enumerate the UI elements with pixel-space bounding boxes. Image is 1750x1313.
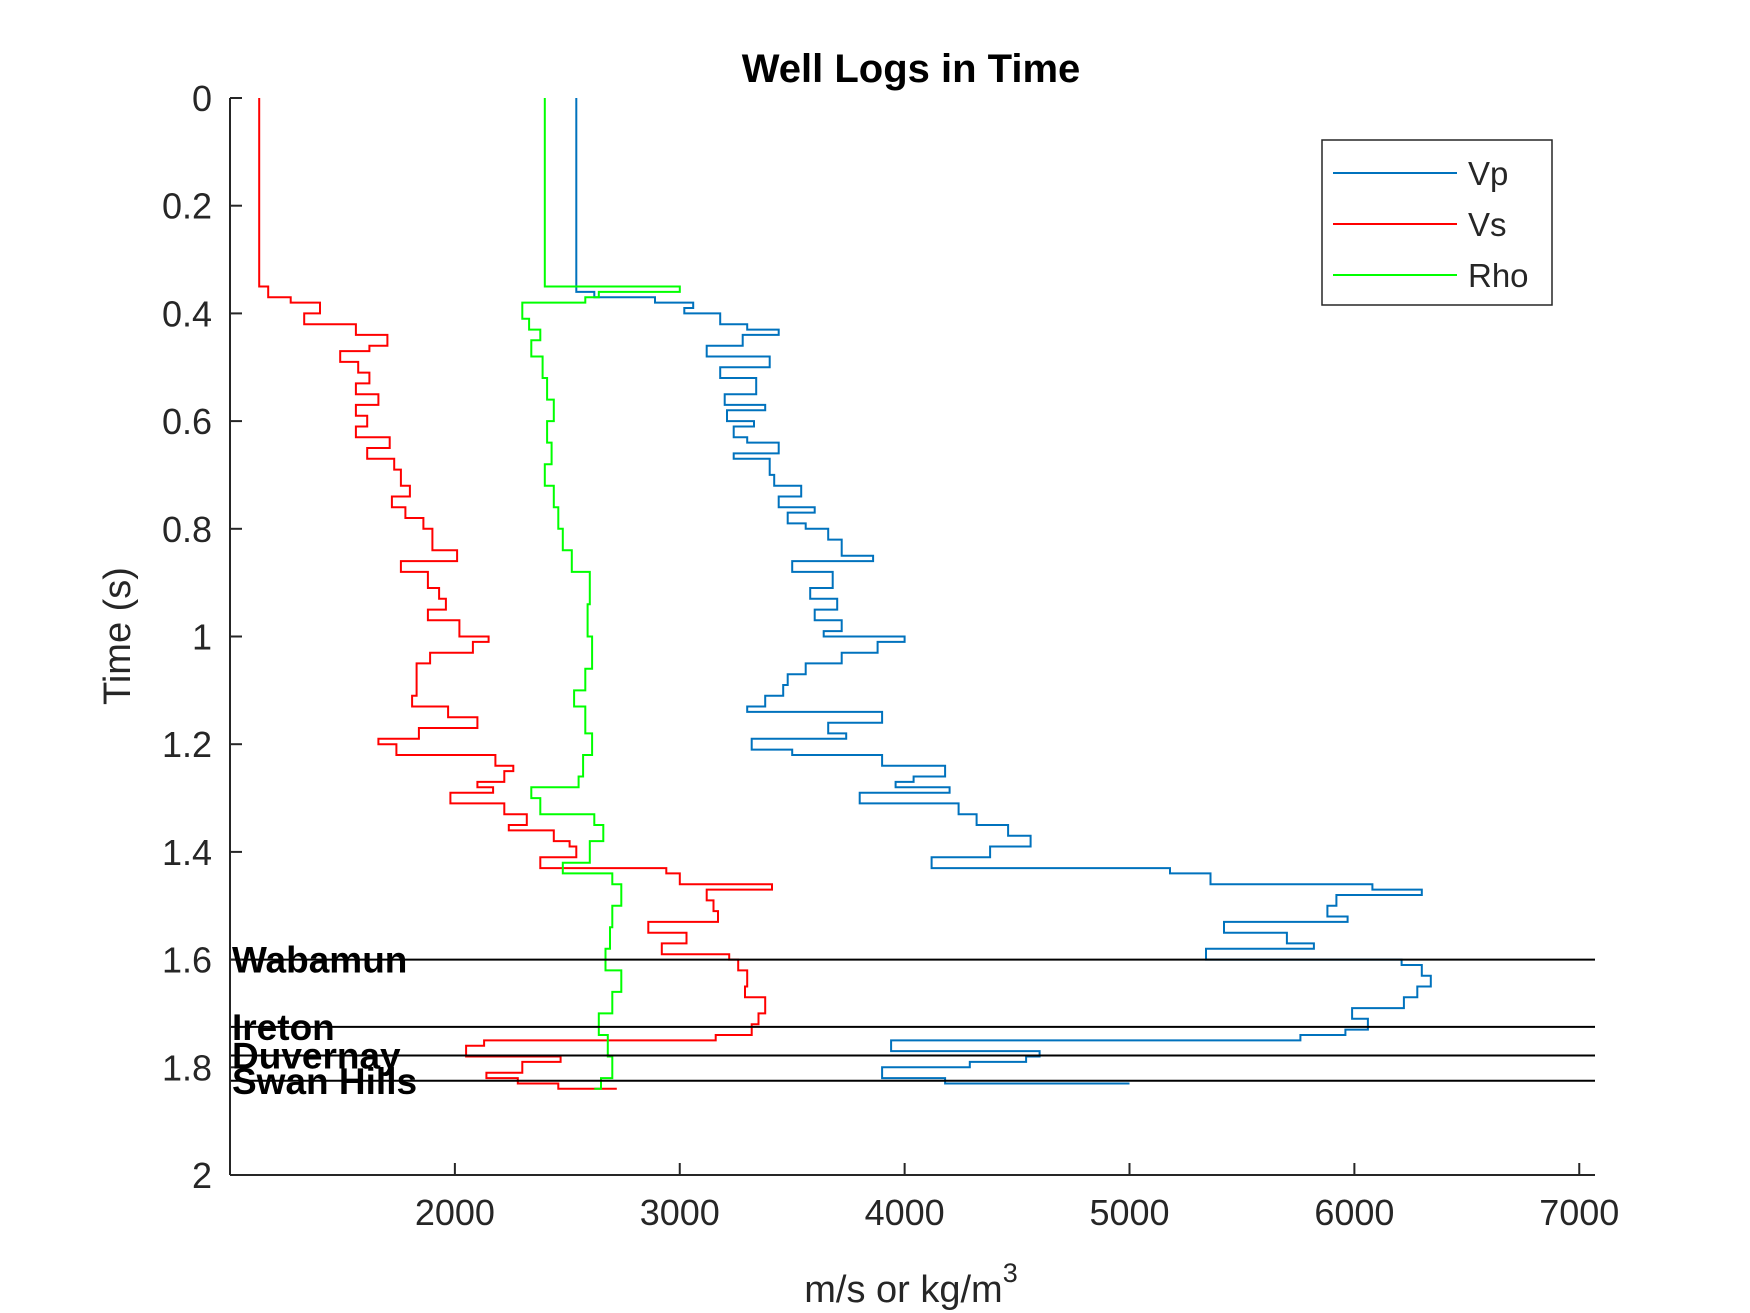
y-tick-label-1.6: 1.6 bbox=[162, 940, 212, 981]
horizon-lines bbox=[230, 958, 1595, 1082]
legend-box bbox=[1321, 139, 1553, 306]
horizon-label-swan-hills: Swan Hills bbox=[232, 1061, 417, 1102]
y-tick-label-0.2: 0.2 bbox=[162, 186, 212, 227]
horizon-label-duvernay: Duvernay bbox=[232, 1035, 401, 1076]
y-tick-label-0.4: 0.4 bbox=[162, 293, 212, 334]
y-tick-label-1: 1 bbox=[192, 617, 212, 658]
x-axis-label: m/s or kg/m3 bbox=[804, 1258, 1018, 1311]
y-tick-label-0.6: 0.6 bbox=[162, 401, 212, 442]
x-tick-label-6000: 6000 bbox=[1314, 1192, 1394, 1233]
y-ticks: 0 0.2 0.4 0.6 0.8 1 1.2 1.4 1.6 1.8 2 bbox=[162, 78, 242, 1196]
y-tick-label-1.8: 1.8 bbox=[162, 1047, 212, 1088]
x-tick-label-3000: 3000 bbox=[640, 1192, 720, 1233]
series-line-vs bbox=[258, 98, 773, 1090]
y-tick-label-0: 0 bbox=[192, 78, 212, 119]
chart-title: Well Logs in Time bbox=[742, 47, 1081, 91]
plot-lines bbox=[258, 98, 1432, 1090]
x-ticks: 2000 3000 4000 5000 6000 7000 bbox=[415, 1163, 1619, 1233]
horizon-label-wabamun: Wabamun bbox=[232, 940, 407, 981]
x-tick-label-4000: 4000 bbox=[865, 1192, 945, 1233]
x-tick-label-2000: 2000 bbox=[415, 1192, 495, 1233]
y-tick-label-2: 2 bbox=[192, 1155, 212, 1196]
y-tick-label-1.4: 1.4 bbox=[162, 832, 212, 873]
legend-label-rho: Rho bbox=[1468, 257, 1529, 294]
legend-label-vs: Vs bbox=[1468, 206, 1507, 243]
horizon-label-ireton: Ireton bbox=[232, 1007, 335, 1048]
legend-label-vp: Vp bbox=[1468, 155, 1508, 192]
y-tick-label-0.8: 0.8 bbox=[162, 509, 212, 550]
series-line-vp bbox=[575, 98, 1432, 1085]
y-axis-label: Time (s) bbox=[97, 567, 139, 705]
series-line-rho bbox=[521, 98, 681, 1090]
x-tick-label-7000: 7000 bbox=[1539, 1192, 1619, 1233]
x-tick-label-5000: 5000 bbox=[1089, 1192, 1169, 1233]
legend: Vp Vs Rho bbox=[1321, 139, 1553, 306]
x-axis-label-text: m/s or kg/m bbox=[804, 1269, 1002, 1311]
y-tick-label-1.2: 1.2 bbox=[162, 724, 212, 765]
x-axis-label-superscript: 3 bbox=[1003, 1258, 1018, 1288]
